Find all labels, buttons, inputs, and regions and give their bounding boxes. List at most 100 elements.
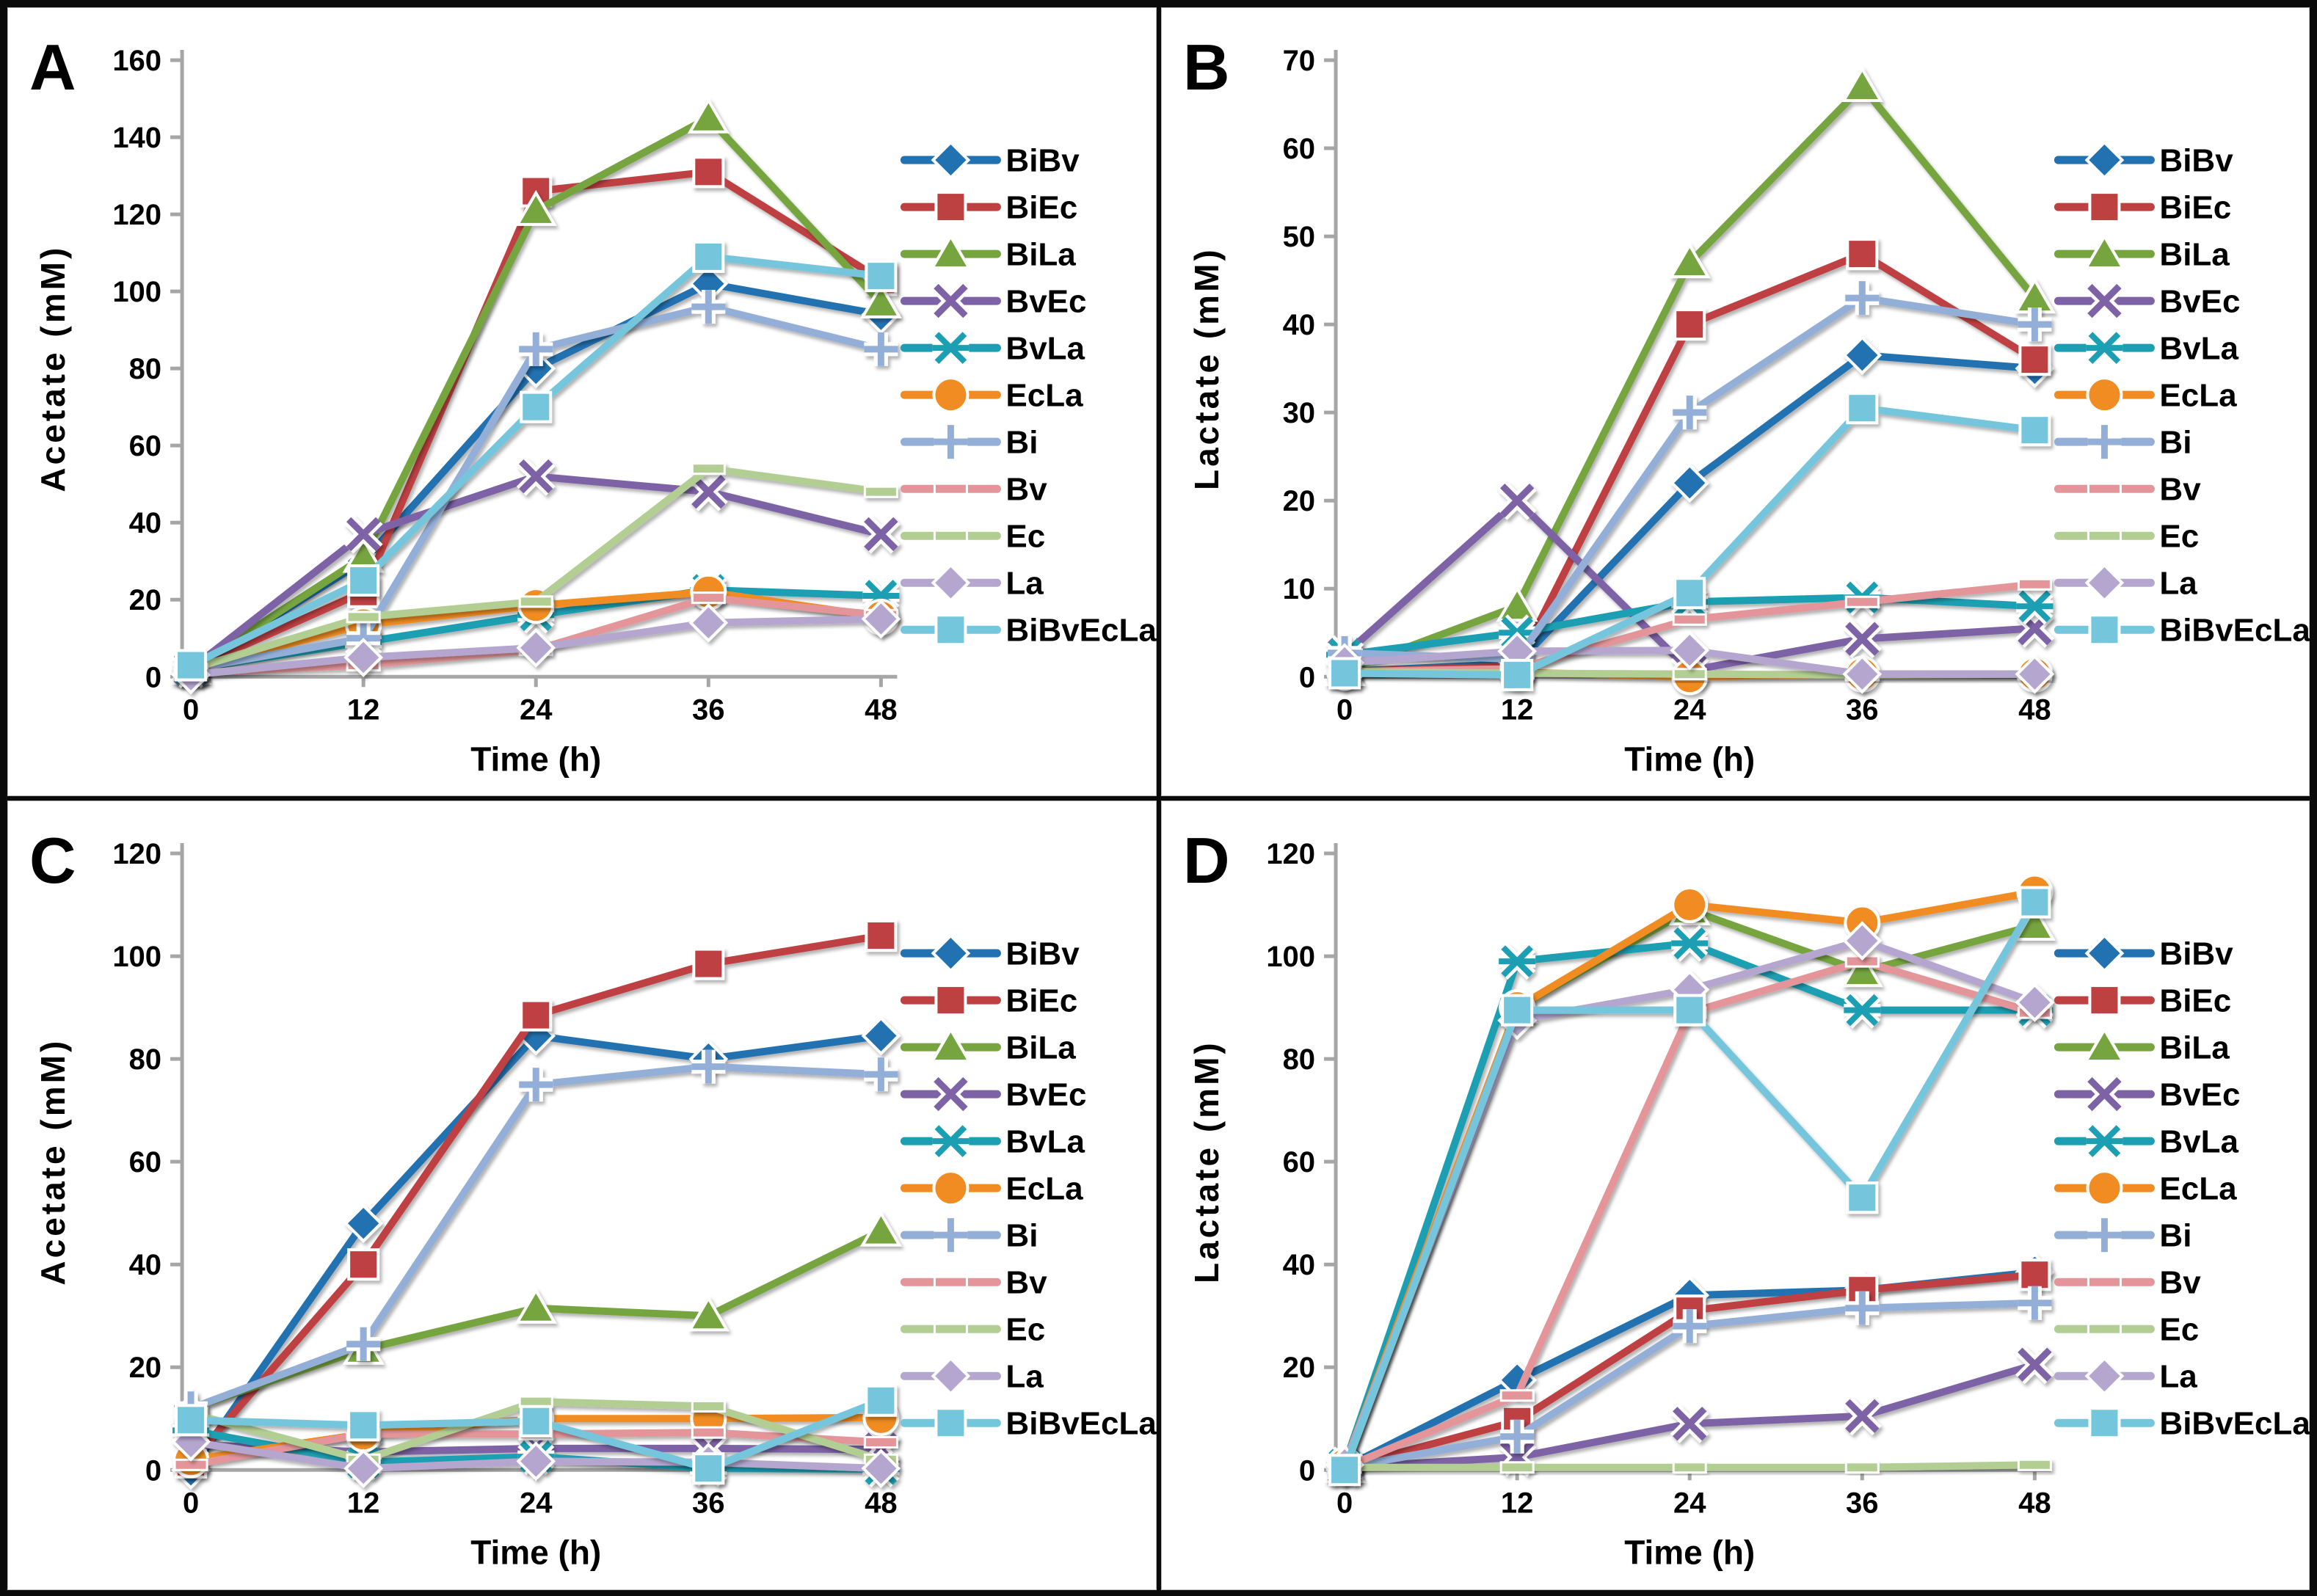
legend-item-BiLa: BiLa bbox=[900, 1027, 1076, 1066]
legend-label-BvEc: BvEc bbox=[1005, 284, 1086, 320]
y-tick-label: 100 bbox=[1266, 941, 1315, 973]
x-tick-label: 24 bbox=[520, 693, 553, 726]
legend-label-EcLa: EcLa bbox=[1005, 1171, 1083, 1207]
legend-item-Bi: Bi bbox=[2054, 1218, 2191, 1254]
legend-item-La: La bbox=[900, 563, 1044, 603]
legend-item-BiLa: BiLa bbox=[2054, 233, 2230, 273]
legend-label-EcLa: EcLa bbox=[1005, 378, 1083, 414]
series-Bi bbox=[174, 1049, 898, 1426]
y-tick-label: 50 bbox=[1282, 221, 1315, 253]
x-tick-label: 0 bbox=[1336, 1487, 1352, 1520]
legend-label-Ec: Ec bbox=[1005, 1312, 1045, 1348]
y-axis: 0 10 20 30 40 50 60 70 bbox=[1282, 45, 1338, 693]
legend-item-BvLa: BvLa bbox=[2054, 329, 2238, 367]
panel-letter-C: C bbox=[29, 824, 76, 897]
y-tick-label: 80 bbox=[129, 1043, 162, 1076]
chart-panel-B: B 0 10 20 30 40 50 60 70 0 12 24 36 48 Time (h) Lactate… bbox=[1183, 31, 2310, 778]
legend-label-BiBvEcLa: BiBvEcLa bbox=[1005, 1406, 1156, 1442]
legend-item-EcLa: EcLa bbox=[2054, 376, 2237, 414]
legend-label-BiBv: BiBv bbox=[1005, 936, 1080, 972]
panel-d-lactate-chart: D 0 20 40 60 80 100 120 0 12 24 36 48 Time (h) Lactate… bbox=[1158, 798, 2312, 1592]
legend-item-Bi: Bi bbox=[2054, 425, 2191, 461]
series-BiBvEcLa bbox=[1328, 886, 2051, 1487]
legend-item-Bv: Bv bbox=[900, 472, 1047, 508]
x-tick-label: 36 bbox=[692, 1487, 725, 1520]
legend-item-BiBv: BiBv bbox=[2054, 140, 2233, 180]
panel-c-acetate-chart: C 0 20 40 60 80 100 120 0 12 24 36 48 Time (h) Acetate… bbox=[5, 798, 1159, 1592]
legend-item-Bv: Bv bbox=[2054, 472, 2201, 508]
legend-label-Bi: Bi bbox=[1005, 425, 1038, 461]
series-BiEc bbox=[175, 919, 898, 1479]
panel-letter-B: B bbox=[1183, 31, 1230, 103]
legend-item-BvLa: BvLa bbox=[2054, 1123, 2238, 1160]
x-axis: 0 12 24 36 48 bbox=[182, 1468, 898, 1520]
legend-label-EcLa: EcLa bbox=[2159, 1171, 2237, 1207]
x-tick-label: 24 bbox=[1673, 1487, 1706, 1520]
legend-item-BvEc: BvEc bbox=[900, 1075, 1087, 1114]
legend-item-Bv: Bv bbox=[900, 1265, 1047, 1301]
legend-label-BvLa: BvLa bbox=[2159, 331, 2238, 367]
y-tick-label: 80 bbox=[129, 353, 162, 385]
y-axis: 0 20 40 60 80 100 120 bbox=[112, 838, 184, 1487]
y-tick-label: 100 bbox=[112, 941, 161, 973]
panel-letter-A: A bbox=[29, 31, 76, 103]
legend-item-Bi: Bi bbox=[900, 425, 1038, 461]
legend-item-BiEc: BiEc bbox=[2054, 983, 2231, 1019]
legend-label-BiEc: BiEc bbox=[2159, 983, 2231, 1019]
legend-item-La: La bbox=[2054, 1356, 2197, 1396]
x-axis: 0 12 24 36 48 bbox=[182, 674, 898, 726]
legend-label-BiLa: BiLa bbox=[1005, 237, 1076, 273]
y-tick-label: 70 bbox=[1282, 45, 1315, 77]
y-tick-label: 80 bbox=[1282, 1043, 1315, 1076]
x-tick-label: 0 bbox=[183, 1487, 199, 1520]
y-tick-label: 20 bbox=[1282, 485, 1315, 517]
y-tick-label: 60 bbox=[1282, 1146, 1315, 1178]
legend-label-Ec: Ec bbox=[2159, 1312, 2199, 1348]
legend-item-La: La bbox=[2054, 563, 2197, 603]
legend-label-BiEc: BiEc bbox=[2159, 189, 2231, 225]
y-tick-label: 10 bbox=[1282, 573, 1315, 605]
y-tick-label: 20 bbox=[129, 1352, 162, 1385]
x-tick-label: 36 bbox=[1846, 1487, 1879, 1520]
y-tick-label: 0 bbox=[1298, 661, 1314, 693]
legend-item-EcLa: EcLa bbox=[900, 376, 1083, 414]
legend-label-BvEc: BvEc bbox=[2159, 1077, 2240, 1113]
x-tick-label: 36 bbox=[1846, 693, 1879, 726]
legend-item-BiBvEcLa: BiBvEcLa bbox=[2054, 1406, 2310, 1442]
x-tick-label: 48 bbox=[865, 693, 898, 726]
legend-label-BvEc: BvEc bbox=[2159, 284, 2240, 320]
legend-item-BvEc: BvEc bbox=[2054, 281, 2240, 321]
legend-label-BiLa: BiLa bbox=[2159, 1030, 2230, 1066]
x-tick-label: 24 bbox=[1673, 693, 1706, 726]
legend-item-BiBvEcLa: BiBvEcLa bbox=[900, 613, 1157, 649]
legend-label-BiBvEcLa: BiBvEcLa bbox=[2159, 1406, 2310, 1442]
legend-label-BiEc: BiEc bbox=[1005, 189, 1077, 225]
y-tick-label: 30 bbox=[1282, 397, 1315, 429]
legend-item-BiLa: BiLa bbox=[900, 233, 1076, 273]
y-tick-label: 140 bbox=[112, 122, 161, 154]
legend-label-BiBv: BiBv bbox=[2159, 142, 2233, 178]
x-tick-label: 12 bbox=[347, 1487, 380, 1520]
chart-panel-A: A 0 20 40 60 80 100 120 140 160 0 12 24 36 48 Time (h) A… bbox=[29, 31, 1157, 778]
x-tick-label: 0 bbox=[183, 693, 199, 726]
series-La bbox=[1324, 630, 2054, 694]
panel-letter-D: D bbox=[1183, 824, 1230, 897]
y-tick-label: 160 bbox=[112, 45, 161, 77]
legend-item-BvEc: BvEc bbox=[2054, 1075, 2240, 1114]
legend-item-BiEc: BiEc bbox=[900, 189, 1077, 225]
legend-label-La: La bbox=[1005, 566, 1044, 602]
legend-label-La: La bbox=[1005, 1359, 1044, 1395]
legend-label-La: La bbox=[2159, 1359, 2197, 1395]
y-tick-label: 120 bbox=[1266, 838, 1315, 870]
series-BiBvEcLa bbox=[175, 1385, 898, 1485]
legend-label-BvLa: BvLa bbox=[1005, 1124, 1085, 1160]
panel-b-lactate-chart: B 0 10 20 30 40 50 60 70 0 12 24 36 48 Time (h) Lactate… bbox=[1158, 5, 2312, 799]
y-axis-title: Lactate (mM) bbox=[1187, 1041, 1226, 1284]
y-axis-title: Acetate (mM) bbox=[34, 245, 72, 492]
x-tick-label: 48 bbox=[2018, 693, 2051, 726]
y-tick-label: 60 bbox=[129, 430, 162, 462]
y-tick-label: 120 bbox=[112, 199, 161, 231]
legend-item-Bi: Bi bbox=[900, 1218, 1038, 1254]
